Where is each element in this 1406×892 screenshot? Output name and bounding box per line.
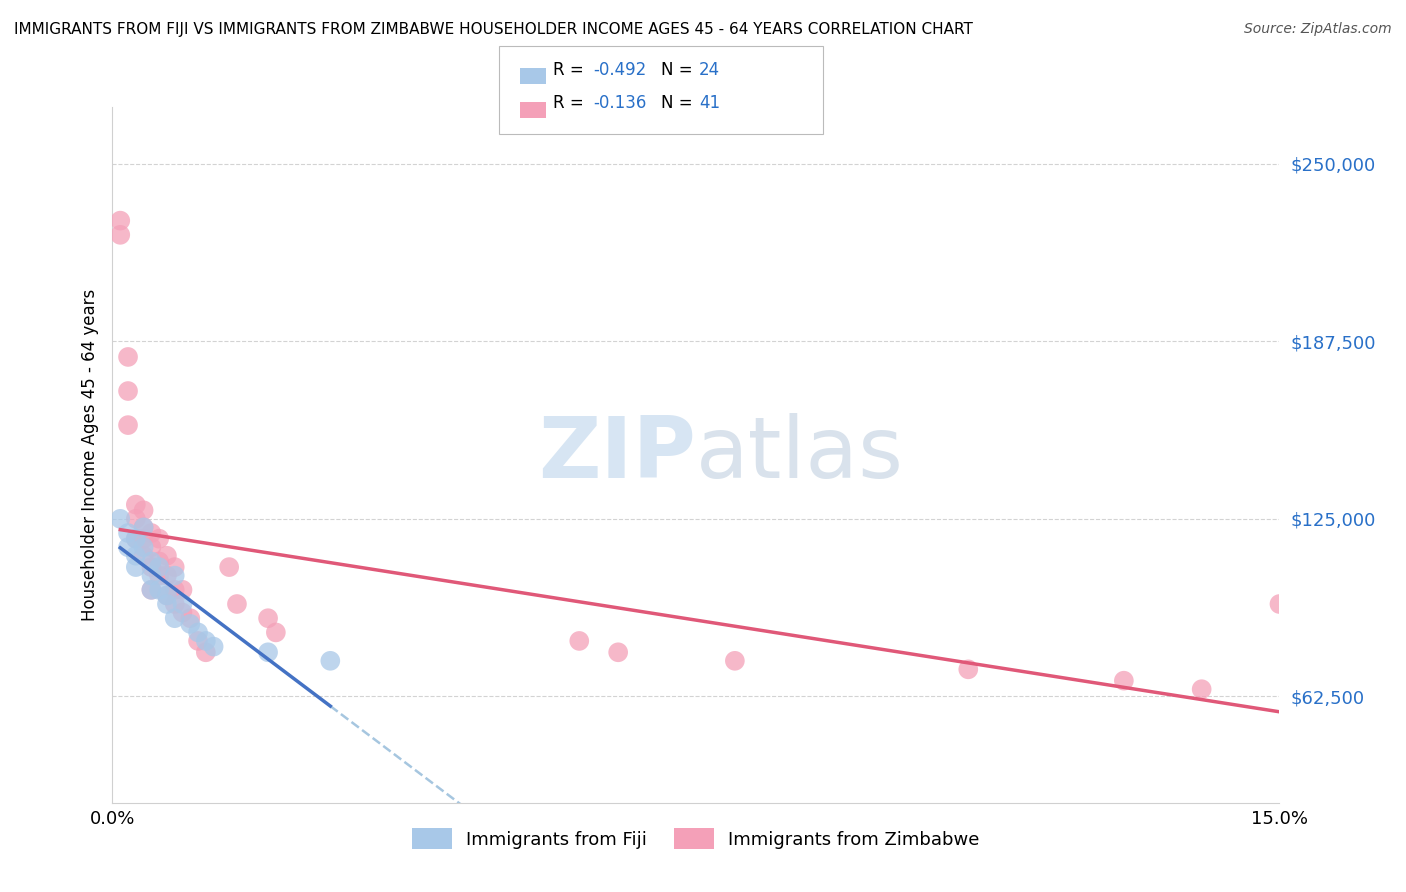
Point bbox=[125, 549, 148, 563]
Point bbox=[179, 611, 201, 625]
Point bbox=[172, 606, 194, 620]
Point bbox=[125, 532, 148, 546]
Point bbox=[179, 616, 201, 631]
Point bbox=[148, 568, 170, 582]
Point bbox=[141, 554, 163, 568]
Text: N =: N = bbox=[661, 95, 697, 112]
Point bbox=[607, 645, 630, 659]
Point bbox=[141, 582, 163, 597]
Text: IMMIGRANTS FROM FIJI VS IMMIGRANTS FROM ZIMBABWE HOUSEHOLDER INCOME AGES 45 - 64: IMMIGRANTS FROM FIJI VS IMMIGRANTS FROM … bbox=[14, 22, 973, 37]
Text: ZIP: ZIP bbox=[538, 413, 696, 497]
Point bbox=[218, 560, 240, 574]
Point bbox=[156, 549, 179, 563]
Point bbox=[117, 418, 139, 433]
Point bbox=[148, 560, 170, 574]
Point bbox=[156, 597, 179, 611]
Point bbox=[148, 532, 170, 546]
Text: 41: 41 bbox=[699, 95, 720, 112]
Point bbox=[156, 589, 179, 603]
Text: Source: ZipAtlas.com: Source: ZipAtlas.com bbox=[1244, 22, 1392, 37]
Text: -0.136: -0.136 bbox=[593, 95, 647, 112]
Point bbox=[568, 634, 591, 648]
Point bbox=[132, 532, 155, 546]
Text: 24: 24 bbox=[699, 61, 720, 78]
Point bbox=[132, 520, 155, 534]
Point bbox=[141, 568, 163, 582]
Point bbox=[226, 597, 249, 611]
Point bbox=[194, 634, 217, 648]
Point bbox=[1112, 673, 1135, 688]
Text: -0.492: -0.492 bbox=[593, 61, 647, 78]
Point bbox=[163, 560, 186, 574]
Point bbox=[117, 540, 139, 554]
Y-axis label: Householder Income Ages 45 - 64 years: Householder Income Ages 45 - 64 years bbox=[80, 289, 98, 621]
Point bbox=[319, 654, 342, 668]
Point bbox=[264, 625, 287, 640]
Point bbox=[957, 662, 980, 676]
Legend: Immigrants from Fiji, Immigrants from Zimbabwe: Immigrants from Fiji, Immigrants from Zi… bbox=[405, 822, 987, 856]
Point bbox=[163, 568, 186, 582]
Point bbox=[148, 554, 170, 568]
Point bbox=[257, 611, 280, 625]
Point bbox=[117, 526, 139, 541]
Point bbox=[110, 512, 132, 526]
Point bbox=[141, 560, 163, 574]
Point bbox=[163, 611, 186, 625]
Point bbox=[172, 597, 194, 611]
Point bbox=[125, 512, 148, 526]
Point bbox=[1268, 597, 1291, 611]
Point bbox=[132, 549, 155, 563]
Text: atlas: atlas bbox=[696, 413, 904, 497]
Point bbox=[125, 560, 148, 574]
Point bbox=[187, 625, 209, 640]
Point bbox=[141, 540, 163, 554]
Point bbox=[110, 227, 132, 242]
Point bbox=[156, 568, 179, 582]
Point bbox=[202, 640, 225, 654]
Point bbox=[148, 582, 170, 597]
Text: R =: R = bbox=[553, 61, 589, 78]
Point bbox=[163, 582, 186, 597]
Point bbox=[110, 213, 132, 227]
Point bbox=[172, 582, 194, 597]
Point bbox=[187, 634, 209, 648]
Point bbox=[117, 350, 139, 364]
Point bbox=[125, 498, 148, 512]
Point bbox=[724, 654, 747, 668]
Text: R =: R = bbox=[553, 95, 589, 112]
Point bbox=[257, 645, 280, 659]
Point bbox=[132, 520, 155, 534]
Point bbox=[141, 526, 163, 541]
Point bbox=[132, 503, 155, 517]
Point bbox=[125, 532, 148, 546]
Point bbox=[132, 540, 155, 554]
Point bbox=[1191, 682, 1213, 697]
Point bbox=[156, 589, 179, 603]
Point bbox=[117, 384, 139, 398]
Point bbox=[194, 645, 217, 659]
Point bbox=[141, 582, 163, 597]
Point bbox=[163, 597, 186, 611]
Text: N =: N = bbox=[661, 61, 697, 78]
